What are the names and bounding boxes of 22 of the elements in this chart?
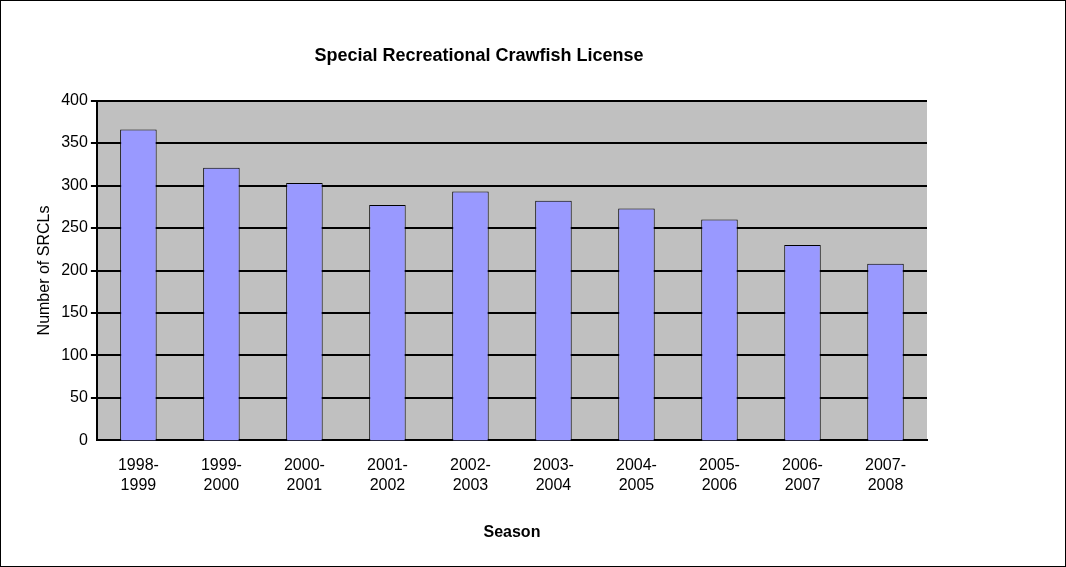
- y-tick-label: 350: [61, 133, 88, 151]
- x-tick-label: 2006-2007: [782, 456, 823, 493]
- y-tick-label: 250: [61, 218, 88, 236]
- x-tick-label: 2000-2001: [283, 456, 325, 493]
- y-tick-label: 0: [78, 430, 88, 448]
- x-tick-label: 2003-2004: [532, 456, 574, 493]
- y-tick-label: 400: [61, 91, 88, 109]
- y-tick-label: 200: [61, 260, 88, 278]
- y-tick-label: 150: [61, 303, 88, 321]
- y-tick-label: 300: [61, 175, 88, 193]
- x-tick-label: 2002-2003: [449, 456, 491, 493]
- y-axis-title: Number of SRCLs: [35, 205, 53, 336]
- x-tick-label: 2004-2005: [616, 456, 657, 493]
- x-axis-title: Season: [483, 522, 541, 540]
- x-tick-label: 2007-2008: [865, 456, 906, 493]
- x-tick-label: 1999-2000: [200, 456, 242, 493]
- chart-title: Special Recreational Crawfish License: [314, 44, 644, 65]
- x-tick-label: 2001-2002: [366, 456, 408, 493]
- x-tick-label: 2005-2006: [699, 456, 740, 493]
- y-tick-label: 50: [70, 388, 88, 406]
- y-tick-label: 100: [61, 345, 88, 363]
- x-tick-label: 1998-1999: [117, 456, 159, 493]
